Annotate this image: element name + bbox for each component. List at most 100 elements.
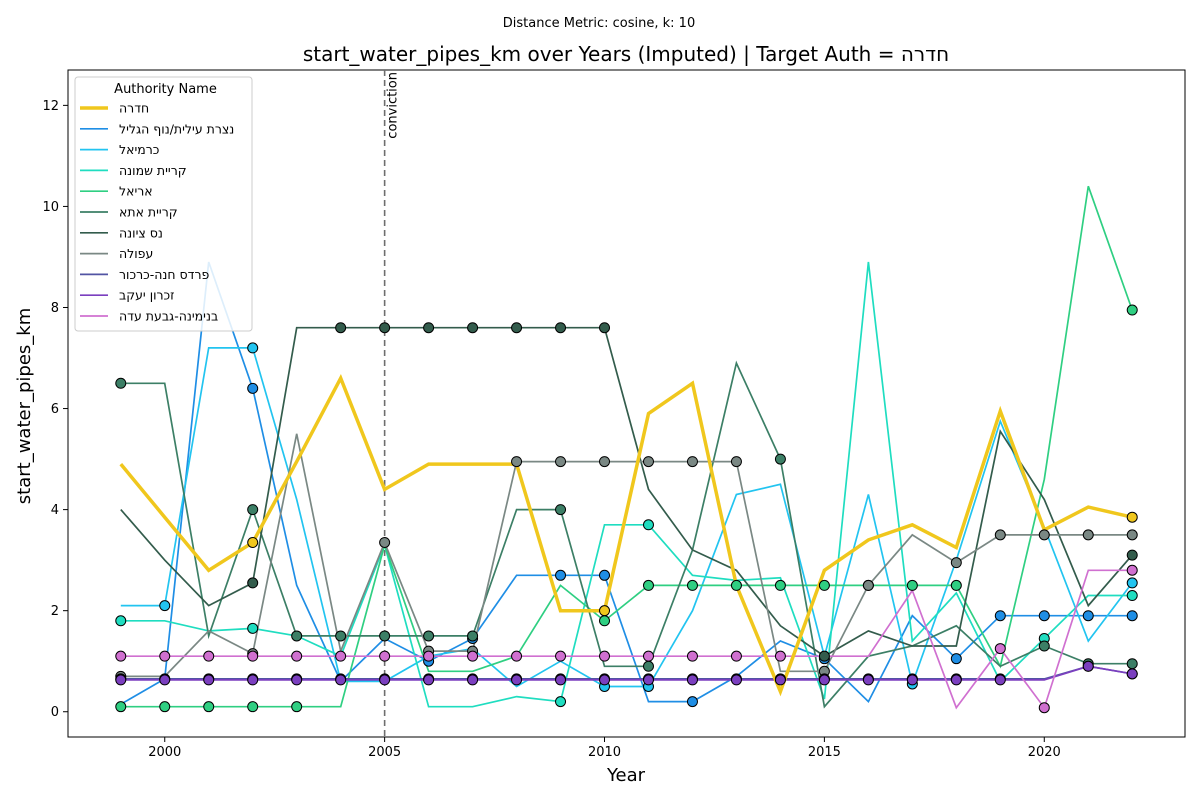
data-point [1126, 668, 1138, 680]
data-point [335, 674, 347, 686]
data-point [379, 650, 391, 662]
data-point [994, 674, 1006, 686]
data-point [379, 630, 391, 642]
data-point [950, 557, 962, 569]
data-point [818, 650, 830, 662]
y-axis-label: start_water_pipes_km [14, 308, 35, 504]
data-point [730, 456, 742, 468]
data-point [686, 674, 698, 686]
data-point [599, 456, 611, 468]
data-point [906, 674, 918, 686]
series-line [120, 433, 1133, 678]
data-point [686, 696, 698, 708]
data-point [599, 615, 611, 627]
data-point [159, 701, 171, 713]
data-point [335, 322, 347, 334]
data-point [686, 650, 698, 662]
data-point [159, 674, 171, 686]
data-point [159, 650, 171, 662]
data-point [730, 674, 742, 686]
data-point [555, 650, 567, 662]
data-point [642, 456, 654, 468]
data-point [203, 650, 215, 662]
data-point [950, 579, 962, 591]
legend-label: קריית אתא [119, 205, 178, 220]
axes-frame [67, 69, 1186, 738]
data-point [379, 536, 391, 548]
data-point [1038, 610, 1050, 622]
legend: Authority Name חדרה נצרת עילית/נוף הגליל כר… [74, 76, 253, 332]
data-point [511, 674, 523, 686]
y-tick-label: 8 [51, 301, 59, 316]
data-point [203, 674, 215, 686]
data-point [115, 701, 127, 713]
chart-suptitle: Distance Metric: cosine, k: 10 [503, 16, 695, 31]
data-point [379, 322, 391, 334]
data-point [511, 322, 523, 334]
series-line [120, 360, 1133, 709]
y-tick-label: 0 [51, 705, 59, 720]
data-point [774, 674, 786, 686]
data-point [115, 377, 127, 389]
data-point [423, 322, 435, 334]
data-point [1126, 511, 1138, 523]
series-line [120, 665, 1133, 681]
data-point [423, 630, 435, 642]
legend-label: קריית שמונה [119, 163, 187, 178]
data-point [1126, 610, 1138, 622]
data-point [291, 630, 303, 642]
data-point [599, 650, 611, 662]
data-point [291, 650, 303, 662]
legend-label: עפולה [119, 246, 153, 261]
data-point [247, 701, 259, 713]
y-tick-label: 4 [51, 503, 59, 518]
data-point [774, 579, 786, 591]
data-point [599, 322, 611, 334]
data-point [1126, 549, 1138, 561]
data-point [203, 701, 215, 713]
data-point [379, 674, 391, 686]
data-point [642, 650, 654, 662]
data-point [555, 674, 567, 686]
data-point [642, 660, 654, 672]
x-tick-label: 2005 [368, 745, 401, 760]
data-point [1082, 660, 1094, 672]
legend-label: פרדס חנה-כרכור [119, 267, 210, 282]
data-point [1038, 529, 1050, 541]
data-point [247, 342, 259, 354]
data-point [247, 536, 259, 548]
legend-label: נס ציונה [119, 225, 163, 240]
legend-box [74, 76, 253, 332]
data-point [335, 650, 347, 662]
plot-area: 2000 2005 2010 2015 2020 0 2 4 6 8 10 12 conviction [42, 69, 1186, 760]
series-line [120, 185, 1134, 708]
data-point [555, 456, 567, 468]
legend-label: אריאל [119, 184, 153, 199]
series-line [119, 374, 1133, 697]
data-point [599, 569, 611, 581]
data-point [247, 674, 259, 686]
data-point [467, 674, 479, 686]
data-point [818, 579, 830, 591]
data-point [555, 569, 567, 581]
x-tick-label: 2000 [148, 745, 181, 760]
x-tick-label: 2010 [588, 745, 621, 760]
x-tick-label: 2015 [808, 745, 841, 760]
data-point [642, 674, 654, 686]
data-point [1038, 702, 1050, 714]
data-point [115, 674, 127, 686]
data-point [1126, 529, 1138, 541]
data-point [774, 453, 786, 465]
data-point [730, 579, 742, 591]
data-point [247, 577, 259, 589]
legend-label: זכרון יעקב [119, 288, 175, 303]
data-point [1082, 610, 1094, 622]
data-point [467, 650, 479, 662]
data-point [555, 696, 567, 708]
y-tick-label: 10 [42, 200, 59, 215]
data-point [950, 674, 962, 686]
data-point [994, 610, 1006, 622]
data-point [467, 630, 479, 642]
data-point [642, 519, 654, 531]
